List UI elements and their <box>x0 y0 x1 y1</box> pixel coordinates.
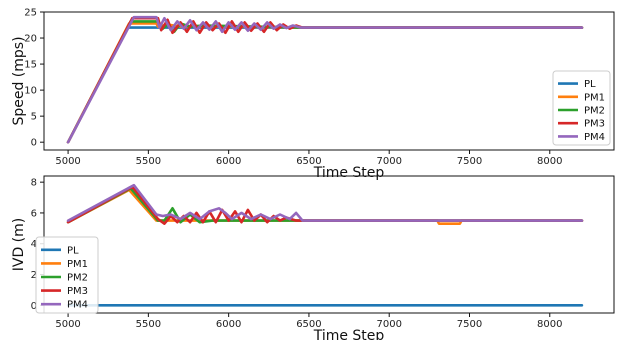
ivd-legend: PL PM1 PM2 PM3 PM4 <box>35 236 99 314</box>
ivd-legend-label-pl: PL <box>67 245 79 256</box>
ivd-legend-label-pm3: PM3 <box>67 286 88 297</box>
ivd-x-axis-label: Time Step <box>313 328 385 340</box>
ivd-x-tick-label: 5000 <box>55 319 80 330</box>
speed-plot-area <box>43 11 615 151</box>
ivd-y-tick-label: 6 <box>31 208 37 219</box>
ivd-y-tick-label: 0 <box>31 301 37 312</box>
speed-x-tick-label: 5500 <box>136 156 161 167</box>
speed-y-tick-label: 25 <box>24 8 37 19</box>
speed-y-tick-label: 15 <box>24 60 37 71</box>
speed-legend-label-pl: PL <box>584 79 596 90</box>
ivd-x-tick-label: 7000 <box>376 319 401 330</box>
ivd-y-tick-label: 4 <box>31 239 37 250</box>
ivd-legend-box <box>35 236 99 314</box>
speed-chart: 5000 5500 6000 6500 7000 7500 8000 0 5 10 15 20 25 Ti… <box>11 8 615 181</box>
ivd-x-tick-label: 6500 <box>296 319 321 330</box>
speed-y-tick-label: 20 <box>24 34 37 45</box>
ivd-y-axis-label: IVD (m) <box>11 218 27 272</box>
speed-x-tick-label: 7000 <box>376 156 401 167</box>
speed-series-line-pm4 <box>66 15 584 144</box>
ivd-y-tick-label: 8 <box>31 178 37 189</box>
speed-x-axis-label: Time Step <box>313 165 385 181</box>
speed-x-tick-label: 5000 <box>55 156 80 167</box>
speed-legend-label-pm1: PM1 <box>584 92 605 103</box>
ivd-x-tick-label: 7500 <box>457 319 482 330</box>
ivd-legend-label-pm1: PM1 <box>67 259 88 270</box>
speed-series-line-pm2 <box>66 20 584 144</box>
ivd-plot-area <box>43 175 615 314</box>
speed-x-tick-label: 6500 <box>296 156 321 167</box>
speed-y-axis-label: Speed (mps) <box>11 36 27 125</box>
speed-legend-label-pm3: PM3 <box>584 119 605 130</box>
speed-x-tick-label: 6000 <box>216 156 241 167</box>
speed-y-tick-label: 5 <box>31 112 37 123</box>
speed-legend-box <box>552 70 611 146</box>
speed-series-line-pm3 <box>66 16 584 144</box>
speed-series-line-pm1 <box>66 22 584 144</box>
ivd-legend-label-pm2: PM2 <box>67 273 88 284</box>
ivd-series-line-pm4 <box>66 183 584 222</box>
speed-legend-label-pm4: PM4 <box>584 132 605 143</box>
speed-series-line-pl <box>66 26 584 144</box>
ivd-x-tick-label: 5500 <box>136 319 161 330</box>
speed-x-tick-label: 7500 <box>457 156 482 167</box>
ivd-series-line-pm2 <box>66 187 584 224</box>
speed-y-tick-label: 10 <box>24 86 37 97</box>
speed-legend: PL PM1 PM2 PM3 PM4 <box>552 70 611 146</box>
speed-x-tick-label: 8000 <box>537 156 562 167</box>
ivd-x-tick-label: 8000 <box>537 319 562 330</box>
ivd-chart: 5000 5500 6000 6500 7000 7500 8000 0 2 4 6 8 Time St… <box>11 175 615 340</box>
speed-legend-label-pm2: PM2 <box>584 106 605 117</box>
speed-y-tick-label: 0 <box>31 138 37 149</box>
ivd-y-tick-label: 2 <box>31 270 37 281</box>
ivd-legend-label-pm4: PM4 <box>67 300 88 311</box>
ivd-x-tick-label: 6000 <box>216 319 241 330</box>
